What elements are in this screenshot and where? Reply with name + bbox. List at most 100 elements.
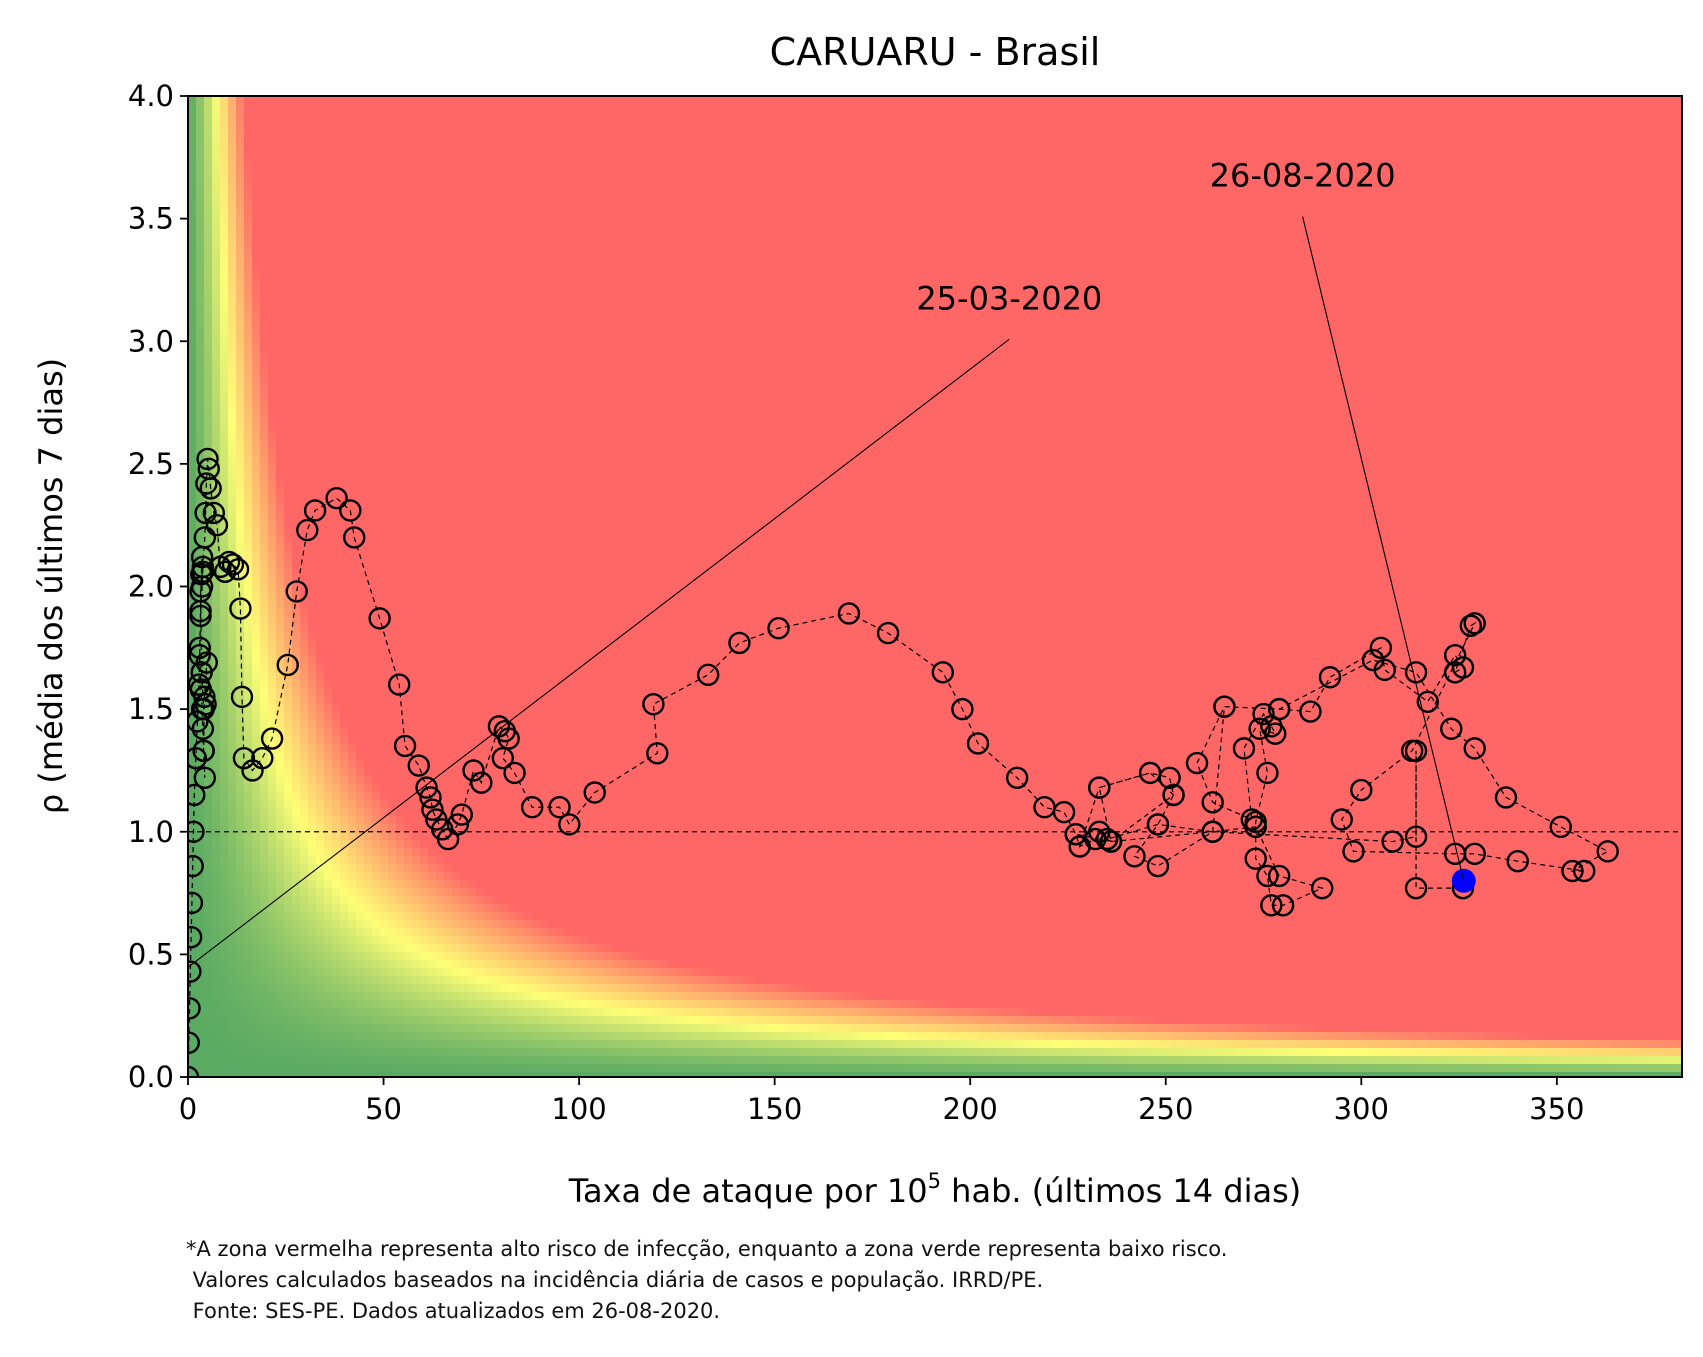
risk-zone-cell bbox=[532, 224, 541, 233]
risk-zone-cell bbox=[324, 104, 333, 113]
risk-zone-cell bbox=[988, 160, 997, 169]
risk-zone-cell bbox=[772, 280, 781, 289]
risk-zone-cell bbox=[1196, 248, 1205, 257]
risk-zone-cell bbox=[1588, 176, 1597, 185]
risk-zone-cell bbox=[380, 136, 389, 145]
risk-zone-cell bbox=[532, 136, 541, 145]
risk-zone-cell bbox=[1196, 240, 1205, 249]
risk-zone-cell bbox=[476, 200, 485, 209]
risk-zone-cell bbox=[1180, 120, 1189, 129]
risk-zone-cell bbox=[684, 104, 693, 113]
risk-zone-cell bbox=[1220, 96, 1229, 105]
risk-zone-cell bbox=[1452, 168, 1461, 177]
risk-zone-cell bbox=[1084, 104, 1093, 113]
risk-zone-cell bbox=[540, 232, 549, 241]
risk-zone-cell bbox=[1388, 200, 1397, 209]
risk-zone-cell bbox=[332, 288, 341, 297]
risk-zone-cell bbox=[892, 192, 901, 201]
risk-zone-cell bbox=[844, 232, 853, 241]
risk-zone-cell bbox=[412, 232, 421, 241]
risk-zone-cell bbox=[284, 208, 293, 217]
risk-zone-cell bbox=[1212, 152, 1221, 161]
risk-zone-cell bbox=[1628, 256, 1637, 265]
risk-zone-cell bbox=[1364, 112, 1373, 121]
risk-zone-cell bbox=[1572, 208, 1581, 217]
risk-zone-cell bbox=[196, 216, 205, 225]
risk-zone-cell bbox=[668, 240, 677, 249]
risk-zone-cell bbox=[1596, 112, 1605, 121]
risk-zone-cell bbox=[644, 208, 653, 217]
risk-zone-cell bbox=[1348, 104, 1357, 113]
risk-zone-cell bbox=[1300, 288, 1309, 297]
risk-zone-cell bbox=[1308, 184, 1317, 193]
risk-zone-cell bbox=[1572, 136, 1581, 145]
risk-zone-cell bbox=[1068, 304, 1077, 313]
risk-zone-cell bbox=[1404, 128, 1413, 137]
risk-zone-cell bbox=[692, 184, 701, 193]
risk-zone-cell bbox=[1132, 216, 1141, 225]
risk-zone-cell bbox=[1124, 232, 1133, 241]
risk-zone-cell bbox=[364, 280, 373, 289]
risk-zone-cell bbox=[332, 144, 341, 153]
risk-zone-cell bbox=[908, 232, 917, 241]
risk-zone-cell bbox=[1132, 136, 1141, 145]
risk-zone-cell bbox=[1124, 120, 1133, 129]
risk-zone-cell bbox=[292, 136, 301, 145]
risk-zone-cell bbox=[1220, 256, 1229, 265]
risk-zone-cell bbox=[796, 216, 805, 225]
risk-zone-cell bbox=[220, 256, 229, 265]
risk-zone-cell bbox=[556, 104, 565, 113]
risk-zone-cell bbox=[1332, 184, 1341, 193]
risk-zone-cell bbox=[1268, 176, 1277, 185]
risk-zone-cell bbox=[1236, 280, 1245, 289]
risk-zone-cell bbox=[1380, 184, 1389, 193]
risk-zone-cell bbox=[1052, 272, 1061, 281]
risk-zone-cell bbox=[828, 224, 837, 233]
risk-zone-cell bbox=[1500, 112, 1509, 121]
risk-zone-cell bbox=[1092, 288, 1101, 297]
risk-zone-cell bbox=[932, 216, 941, 225]
risk-zone-cell bbox=[1644, 176, 1653, 185]
risk-zone-cell bbox=[1180, 176, 1189, 185]
risk-zone-cell bbox=[1516, 184, 1525, 193]
risk-zone-cell bbox=[1180, 160, 1189, 169]
risk-zone-cell bbox=[1364, 200, 1373, 209]
risk-zone-cell bbox=[636, 280, 645, 289]
risk-zone-cell bbox=[1020, 224, 1029, 233]
risk-zone-cell bbox=[1588, 248, 1597, 257]
risk-zone-cell bbox=[1364, 152, 1373, 161]
risk-zone-cell bbox=[724, 136, 733, 145]
risk-zone-cell bbox=[340, 200, 349, 209]
risk-zone-cell bbox=[1492, 136, 1501, 145]
risk-zone-cell bbox=[1620, 96, 1629, 105]
risk-zone-cell bbox=[1564, 144, 1573, 153]
risk-zone-cell bbox=[1276, 136, 1285, 145]
risk-zone-cell bbox=[1500, 136, 1509, 145]
risk-zone-cell bbox=[1460, 128, 1469, 137]
risk-zone-cell bbox=[676, 128, 685, 137]
risk-zone-cell bbox=[980, 272, 989, 281]
risk-zone-cell bbox=[1548, 296, 1557, 305]
risk-zone-cell bbox=[980, 184, 989, 193]
risk-zone-cell bbox=[1268, 168, 1277, 177]
risk-zone-cell bbox=[1340, 120, 1349, 129]
risk-zone-cell bbox=[788, 264, 797, 273]
risk-zone-cell bbox=[1340, 96, 1349, 105]
risk-zone-cell bbox=[332, 248, 341, 257]
risk-zone-cell bbox=[572, 232, 581, 241]
risk-zone-cell bbox=[212, 304, 221, 313]
risk-zone-cell bbox=[412, 120, 421, 129]
risk-zone-cell bbox=[1676, 288, 1682, 297]
risk-zone-cell bbox=[1044, 152, 1053, 161]
risk-zone-cell bbox=[556, 160, 565, 169]
risk-zone-cell bbox=[1036, 144, 1045, 153]
risk-zone-cell bbox=[1108, 240, 1117, 249]
risk-zone-cell bbox=[972, 120, 981, 129]
risk-zone-cell bbox=[692, 288, 701, 297]
risk-zone-cell bbox=[1020, 176, 1029, 185]
risk-zone-cell bbox=[1076, 216, 1085, 225]
risk-zone-cell bbox=[1500, 128, 1509, 137]
risk-zone-cell bbox=[652, 224, 661, 233]
risk-zone-cell bbox=[796, 248, 805, 257]
risk-zone-cell bbox=[1028, 136, 1037, 145]
